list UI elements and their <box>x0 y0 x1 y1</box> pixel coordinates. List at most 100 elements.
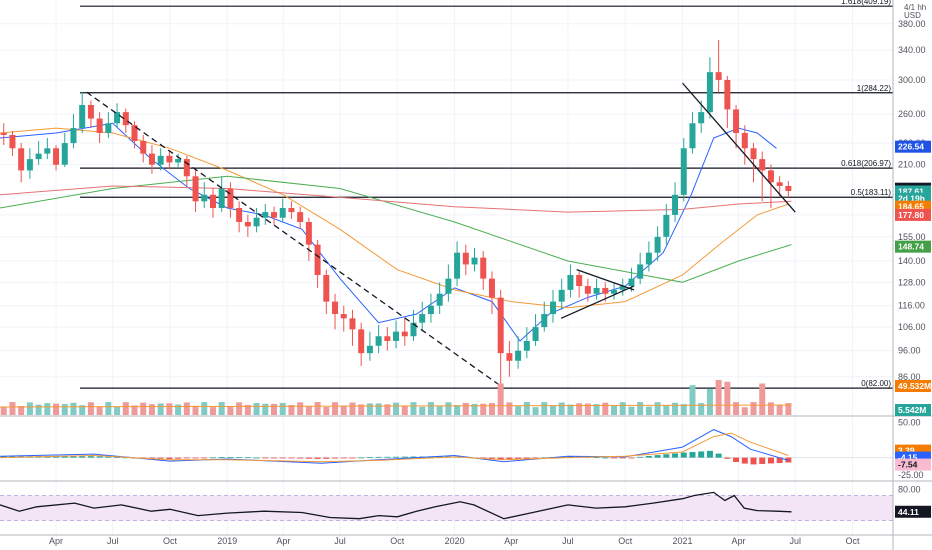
volume-bar <box>44 403 51 415</box>
macd-histogram-bar <box>332 457 339 459</box>
rsi-line <box>0 491 792 520</box>
candle-body <box>602 287 609 294</box>
macd-histogram-bar <box>384 456 391 458</box>
candle-body <box>35 153 42 160</box>
rsi-badge-bg <box>895 505 931 518</box>
chart-grid <box>0 0 893 535</box>
volume-badge-bg <box>895 380 931 392</box>
candle-body <box>454 252 461 279</box>
macd-histogram-bar <box>654 455 661 458</box>
macd-histogram-bar <box>567 456 574 458</box>
macd-histogram-bar <box>645 455 652 458</box>
candle-body <box>532 327 539 341</box>
price-badge: 2d 19h <box>898 194 925 204</box>
candle-body <box>393 331 400 341</box>
volume-bar <box>0 407 7 415</box>
macd-histogram-bar <box>87 456 94 458</box>
candle-body <box>9 134 16 149</box>
macd-histogram-bar <box>271 457 278 459</box>
candle-body <box>497 297 504 354</box>
candle-body <box>332 301 339 315</box>
candle-body <box>628 278 635 287</box>
macd-histogram-bar <box>175 457 182 459</box>
candle-body <box>18 148 25 171</box>
volume-bar <box>454 405 461 415</box>
volume-bar <box>436 406 443 415</box>
macd-histogram-bar <box>349 457 356 459</box>
macd-histogram-bar <box>375 456 382 458</box>
macd-histogram-bar <box>105 456 112 458</box>
candle-body <box>44 148 51 154</box>
macd-panel <box>0 429 893 465</box>
volume-bar <box>698 403 705 415</box>
macd-histogram-bar <box>637 456 644 458</box>
candle-body <box>593 287 600 294</box>
volume-bar <box>349 402 356 415</box>
x-tick-label: 2020 <box>445 536 465 546</box>
macd-tick-label: -25.00 <box>898 470 924 480</box>
macd-badge: -7.54 <box>898 460 918 470</box>
price-badge-bg <box>895 240 931 253</box>
candle-body <box>706 72 713 113</box>
candle-body <box>148 153 155 165</box>
candle-body <box>218 188 225 209</box>
x-tick-label: Oct <box>846 536 861 546</box>
volume-bar <box>140 402 147 415</box>
candle-body <box>549 301 556 315</box>
macd-histogram-bar <box>724 457 731 459</box>
candle-body <box>140 141 147 154</box>
candle-body <box>314 244 321 276</box>
candle-body <box>558 289 565 302</box>
trendline <box>560 285 635 319</box>
volume-bar <box>515 406 522 415</box>
candle-body <box>759 159 766 171</box>
candle-body <box>619 286 626 290</box>
volume-bar <box>706 388 713 415</box>
candle-body <box>262 212 269 218</box>
candle-body <box>236 208 243 222</box>
candle-body <box>271 212 278 218</box>
candle-body <box>349 318 356 330</box>
macd-histogram-bar <box>672 453 679 458</box>
volume-bar <box>244 404 251 415</box>
moving-average-line <box>0 175 792 283</box>
macd-histogram-bar <box>53 456 60 458</box>
volume-bar <box>619 402 626 415</box>
candle-body <box>733 109 740 133</box>
price-badge: 226.54 <box>898 142 924 152</box>
candle-body <box>61 143 68 165</box>
price-tick-label: 140.00 <box>898 256 926 266</box>
candle-body <box>445 278 452 294</box>
candle-body <box>87 104 94 119</box>
volume-bar <box>462 402 469 415</box>
macd-histogram-bar <box>480 457 487 459</box>
fib-level-label: 0.618(206.97) <box>841 159 891 168</box>
volume-bar <box>541 402 548 415</box>
price-badge: 177.80 <box>898 210 924 220</box>
macd-histogram-bar <box>715 453 722 458</box>
candle-body <box>611 289 618 294</box>
macd-histogram-bar <box>767 457 774 464</box>
volume-bar <box>741 407 748 415</box>
volume-bar <box>427 402 434 415</box>
macd-histogram-bar <box>506 457 513 460</box>
candle-body <box>680 148 687 195</box>
volume-bar <box>410 402 417 415</box>
macd-histogram-bar <box>96 456 103 458</box>
volume-bar <box>26 402 33 415</box>
volume-bar <box>340 405 347 415</box>
volume-bar <box>201 402 208 415</box>
top-scale-label: 4/1 hh <box>904 3 926 12</box>
price-badge: 184.65 <box>898 202 924 212</box>
macd-line <box>0 429 789 464</box>
volume-bar <box>131 405 138 415</box>
macd-histogram-bar <box>410 456 417 458</box>
volume-bar <box>497 383 504 415</box>
volume-bar <box>288 405 295 415</box>
candle-body <box>541 314 548 328</box>
volume-bar <box>192 405 199 415</box>
volume-bar <box>279 402 286 415</box>
candle-body <box>201 194 208 202</box>
